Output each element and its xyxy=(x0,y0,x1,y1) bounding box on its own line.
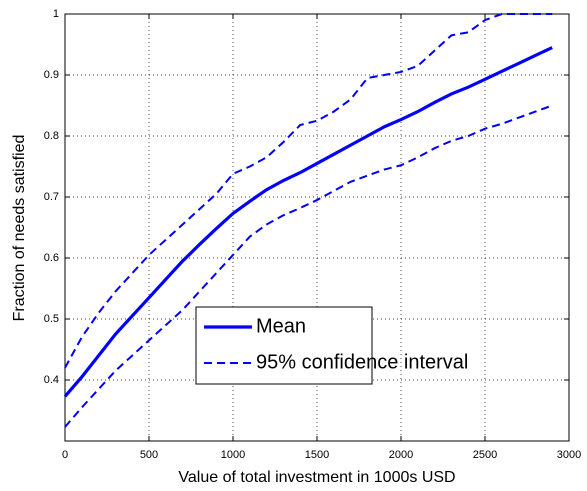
line-series xyxy=(64,13,553,369)
x-tick-label: 1000 xyxy=(221,449,245,461)
x-axis-label: Value of total investment in 1000s USD xyxy=(178,469,455,486)
x-tick-label: 2000 xyxy=(389,449,413,461)
x-tick-label: 0 xyxy=(62,449,68,461)
y-tick-label: 0.6 xyxy=(44,252,59,264)
line-series xyxy=(64,104,553,428)
legend-label: Mean xyxy=(256,315,306,337)
x-tick-label: 500 xyxy=(140,449,158,461)
y-tick-label: 0.5 xyxy=(44,313,59,325)
y-tick-label: 0.8 xyxy=(44,130,59,142)
y-tick-label: 0.9 xyxy=(44,69,59,81)
line-series xyxy=(63,46,553,398)
plot-frame xyxy=(64,13,570,442)
x-tick-label: 2500 xyxy=(473,449,497,461)
legend-label: 95% confidence interval xyxy=(256,351,468,373)
x-tick-label: 3000 xyxy=(557,449,581,461)
y-tick-label: 0.4 xyxy=(44,374,59,386)
x-tick-label: 1500 xyxy=(305,449,329,461)
y-tick-label: 1 xyxy=(53,8,59,20)
y-tick-label: 0.7 xyxy=(44,191,59,203)
y-axis-label: Fraction of needs satisfied xyxy=(11,135,28,322)
legend-box xyxy=(195,306,373,385)
